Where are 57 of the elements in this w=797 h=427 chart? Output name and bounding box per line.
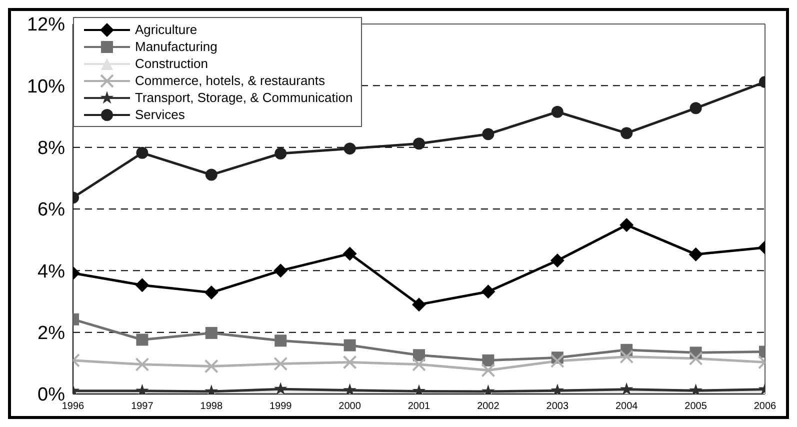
legend-label: Commerce, hotels, & restaurants — [135, 73, 326, 88]
x-tick-label: 1997 — [131, 401, 154, 412]
y-tick-label: 12% — [26, 14, 66, 36]
point — [135, 278, 150, 292]
point — [413, 138, 425, 150]
point — [205, 326, 218, 339]
x-tick-label: 2000 — [338, 401, 362, 412]
point — [344, 339, 356, 352]
point — [551, 106, 564, 118]
point — [620, 350, 634, 364]
point — [550, 354, 564, 368]
point — [204, 359, 218, 374]
legend-label: Transport, Storage, & Communication — [135, 90, 353, 105]
point — [550, 253, 564, 268]
y-tick-label: 6% — [38, 200, 66, 221]
point — [620, 127, 633, 140]
point — [688, 352, 703, 366]
x-tick-label: 1996 — [62, 401, 85, 412]
point — [342, 355, 357, 370]
x-tick-label: 1998 — [200, 401, 223, 412]
point — [274, 356, 288, 371]
point — [412, 357, 426, 372]
point — [412, 298, 426, 312]
x-tick-label: 2001 — [408, 401, 431, 412]
point — [690, 102, 702, 114]
y-tick-label: 2% — [38, 323, 66, 344]
legend-label: Manufacturing — [135, 39, 218, 54]
point — [136, 146, 148, 159]
point — [481, 363, 496, 378]
point — [135, 357, 150, 372]
legend-label: Agriculture — [135, 22, 198, 37]
point — [620, 382, 634, 394]
y-tick-label: 8% — [38, 138, 66, 160]
point — [205, 168, 218, 181]
point — [482, 128, 494, 140]
point — [274, 264, 288, 278]
point — [688, 247, 703, 262]
point — [482, 354, 494, 366]
y-tick-label: 10% — [26, 76, 66, 98]
point — [342, 246, 357, 261]
x-tick-label: 2005 — [684, 401, 708, 412]
legend-label: Services — [135, 107, 185, 122]
x-tick-label: 2003 — [546, 401, 569, 412]
point — [204, 286, 218, 300]
x-tick-label: 2004 — [615, 401, 638, 412]
point — [136, 334, 148, 346]
x-tick-label: 2006 — [754, 401, 777, 412]
x-tick-label: 1999 — [269, 401, 292, 412]
point — [274, 382, 288, 394]
point — [620, 218, 634, 232]
y-tick-label: 4% — [38, 261, 66, 282]
point — [274, 334, 287, 347]
point — [344, 142, 356, 155]
point — [481, 284, 496, 299]
x-tick-label: 2002 — [477, 401, 500, 412]
legend-label: Construction — [135, 56, 208, 71]
point — [274, 148, 287, 160]
